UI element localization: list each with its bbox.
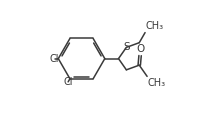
Text: Cl: Cl	[63, 77, 73, 87]
Text: S: S	[123, 42, 130, 52]
Text: CH₃: CH₃	[148, 78, 166, 88]
Text: CH₃: CH₃	[146, 21, 164, 31]
Text: O: O	[136, 44, 144, 54]
Text: Cl: Cl	[49, 54, 59, 64]
